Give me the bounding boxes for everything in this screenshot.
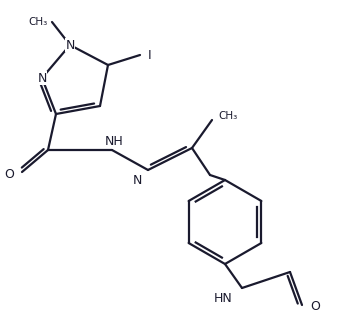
Text: CH₃: CH₃ [29,17,48,27]
Text: CH₃: CH₃ [218,111,237,121]
Text: HN: HN [213,292,232,305]
Text: N: N [65,38,75,52]
Text: N: N [133,173,142,187]
Text: N: N [37,71,47,84]
Text: O: O [310,300,320,314]
Text: NH: NH [104,134,124,148]
Text: I: I [148,49,152,61]
Text: O: O [4,167,14,180]
